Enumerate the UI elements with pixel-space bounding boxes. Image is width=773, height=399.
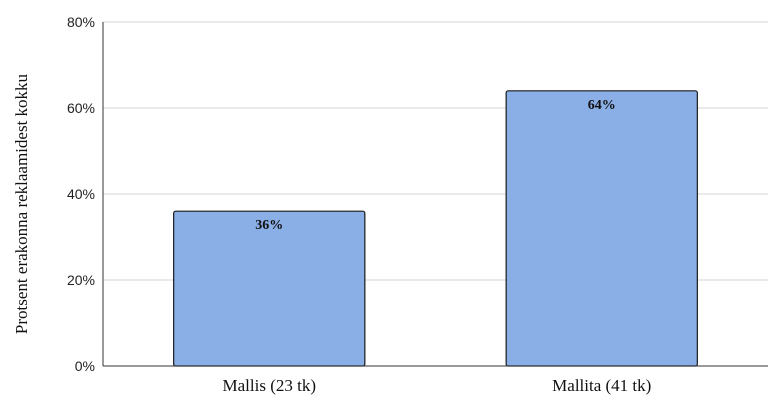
y-tick-label: 20% — [67, 272, 95, 288]
y-tick-label: 40% — [67, 186, 95, 202]
y-tick-label: 0% — [75, 358, 95, 374]
y-tick-label: 80% — [67, 14, 95, 30]
bar-value-label: 36% — [255, 218, 283, 233]
bars — [173, 90, 698, 367]
y-axis-ticks: 0% 20% 40% 60% 80% — [67, 14, 95, 374]
x-tick-label: Mallis (23 tk) — [223, 376, 317, 395]
bar-value-label: 64% — [588, 98, 616, 113]
bar — [505, 90, 698, 367]
bar — [173, 210, 366, 367]
y-axis-title: Protsent erakonna reklaamidest kokku — [12, 73, 31, 334]
x-axis-ticks: Mallis (23 tk) Mallita (41 tk) — [223, 376, 652, 395]
y-tick-label: 60% — [67, 100, 95, 116]
x-tick-label: Mallita (41 tk) — [552, 376, 651, 395]
data-labels: 36% 64% — [255, 98, 616, 233]
